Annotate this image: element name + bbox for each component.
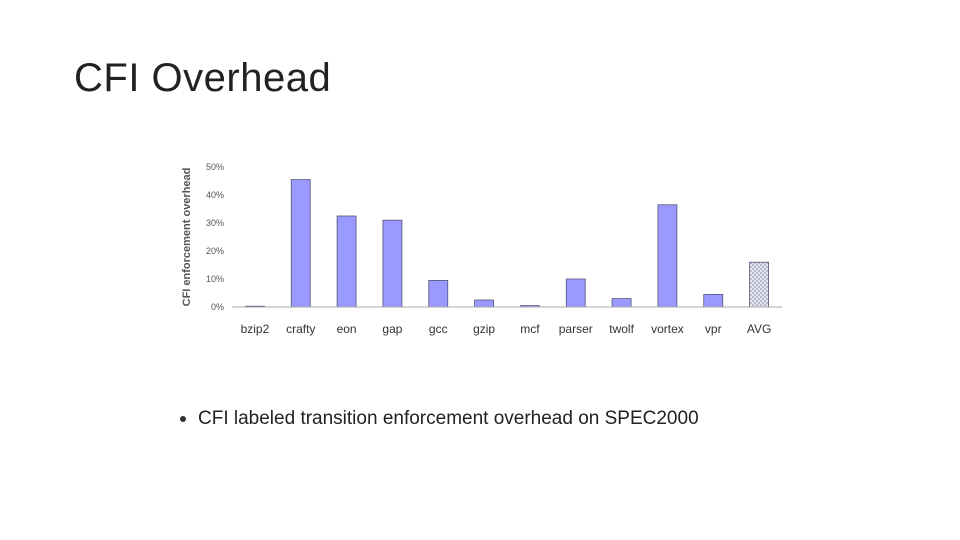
bar-gap [382,219,403,308]
bullet-text: CFI labeled transition enforcement overh… [198,408,699,429]
y-tick-label: 40% [206,190,224,200]
x-tick-label: vortex [651,322,684,336]
bar-avg [749,261,769,308]
bar-gcc [428,279,449,308]
x-tick-label: AVG [747,322,771,336]
x-tick-label: gap [382,322,402,336]
bar-vortex [657,204,678,308]
bar-twolf [611,298,632,308]
x-tick-label: gcc [429,322,448,336]
y-axis-label: CFI enforcement overhead [181,168,193,307]
bar-gzip [474,299,494,308]
bullet-item: CFI labeled transition enforcement overh… [180,408,699,430]
y-tick-label: 50% [206,162,224,172]
y-tick-label: 0% [211,302,224,312]
x-tick-label: eon [337,322,357,336]
bar-crafty [290,179,311,308]
y-tick-label: 20% [206,246,224,256]
bar-chart: CFI enforcement overhead 0% 10% 20% 30% 40% 5… [181,162,782,336]
x-tick-label: crafty [286,322,315,336]
x-tick-label: parser [559,322,593,336]
y-axis-ticks: 0% 10% 20% 30% 40% 50% [206,162,224,312]
x-tick-label: twolf [609,322,634,336]
x-axis-ticks: bzip2 crafty eon gap gcc gzip mcf parser twolf vo… [241,322,772,336]
x-tick-label: mcf [520,322,540,336]
y-tick-label: 30% [206,218,224,228]
bar-vpr [703,293,724,308]
x-tick-label: gzip [473,322,495,336]
x-tick-label: bzip2 [241,322,270,336]
bullet-dot-icon [180,416,186,422]
slide-title: CFI Overhead [74,56,332,100]
bar-parser [565,278,586,308]
y-tick-label: 10% [206,274,224,284]
bar-eon [336,215,357,308]
x-tick-label: vpr [705,322,722,336]
bars-group [245,179,769,308]
